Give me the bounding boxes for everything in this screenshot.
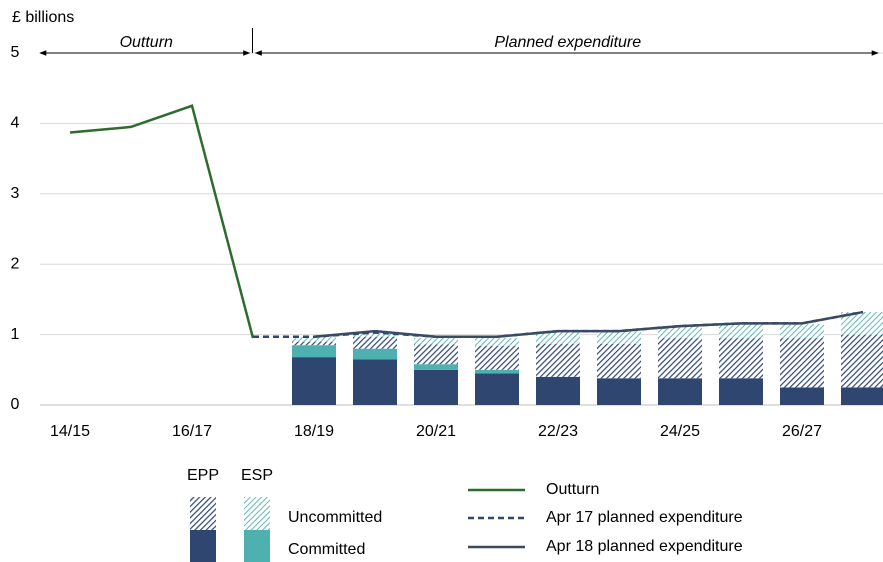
y-tick-label: 1 — [11, 326, 20, 343]
bar-segment — [414, 364, 458, 370]
bar-segment — [597, 343, 641, 379]
bar-segment — [353, 336, 397, 349]
legend-label: Apr 18 planned expenditure — [546, 538, 743, 555]
line — [69, 104, 255, 339]
legend-label: Apr 17 planned expenditure — [546, 509, 743, 526]
annotation: Outturn — [120, 34, 173, 51]
legend-swatch — [244, 497, 270, 530]
bar-segment — [658, 338, 702, 379]
bar-segment — [841, 334, 883, 388]
bar-segment — [719, 378, 763, 405]
legend-label: Committed — [288, 541, 365, 558]
bar-segment — [841, 312, 883, 335]
bar-segment — [780, 338, 824, 388]
y-tick-label: 3 — [11, 185, 20, 202]
bar-segment — [536, 376, 580, 405]
annotation: Planned expenditure — [494, 34, 641, 51]
y-tick-label: 5 — [11, 44, 20, 61]
bar-segment — [719, 338, 763, 379]
bar-segment — [414, 338, 458, 345]
bar-segment — [475, 369, 519, 374]
y-axis-label: £ billions — [12, 9, 74, 26]
bar-segment — [536, 331, 580, 344]
bar-segment — [475, 338, 519, 346]
bar-segment — [353, 359, 397, 405]
bar-segment — [353, 333, 397, 337]
bar-segment — [780, 324, 824, 339]
bar-segment — [292, 341, 336, 346]
y-tick-label: 2 — [11, 255, 20, 272]
legend-label: Uncommitted — [288, 509, 382, 526]
bar-segment — [597, 331, 641, 344]
legend-label: ESP — [241, 467, 273, 484]
bar-segment — [414, 369, 458, 405]
bar-segment — [658, 326, 702, 339]
bar-segment — [719, 324, 763, 339]
bar-segment — [414, 344, 458, 365]
y-tick-label: 0 — [11, 396, 20, 413]
x-tick-label: 22/23 — [538, 423, 578, 440]
bar-segment — [292, 357, 336, 405]
legend-swatch — [244, 530, 270, 562]
bar-segment — [292, 336, 336, 342]
legend-label: Outturn — [546, 481, 599, 498]
x-tick-label: 24/25 — [660, 423, 700, 440]
x-tick-label: 16/17 — [172, 423, 212, 440]
bar-segment — [658, 378, 702, 405]
bar-segment — [475, 373, 519, 405]
bar-segment — [292, 345, 336, 358]
line — [313, 310, 864, 338]
x-tick-label: 18/19 — [294, 423, 334, 440]
y-tick-label: 4 — [11, 115, 20, 132]
bar-segment — [353, 348, 397, 360]
bar-segment — [780, 387, 824, 405]
bar-segment — [536, 343, 580, 377]
legend-swatch — [190, 530, 216, 562]
x-tick-label: 20/21 — [416, 423, 456, 440]
x-tick-label: 14/15 — [50, 423, 90, 440]
x-tick-label: 26/27 — [782, 423, 822, 440]
bar-segment — [475, 345, 519, 370]
legend-swatch — [190, 497, 216, 530]
bar-segment — [597, 378, 641, 405]
legend-label: EPP — [187, 467, 219, 484]
bar-segment — [841, 387, 883, 405]
